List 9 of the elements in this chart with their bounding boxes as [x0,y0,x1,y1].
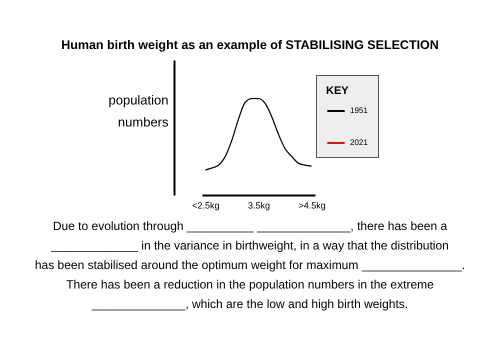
legend-label: 1951 [350,106,368,115]
legend-title: KEY [326,85,350,97]
legend-label: 2021 [350,138,368,147]
y-axis-title: population numbers [108,92,169,130]
x-tick-label: 3.5kg [248,200,270,210]
chart-title: Human birth weight as an example of STABILISING SELECTION [61,38,439,52]
text: Due to evolution through __________ ______________, there has been a _____________ in the variance in birthweight, in a way that the distribution has been stabilised around the optimum weight for maximum _______________. There has been a reduction in the population numbers in the extreme ______________, which are the low and high birth weights. [34,219,466,311]
x-tick-label: <2.5kg [192,200,220,210]
x-tick-label: >4.5kg [298,200,326,210]
